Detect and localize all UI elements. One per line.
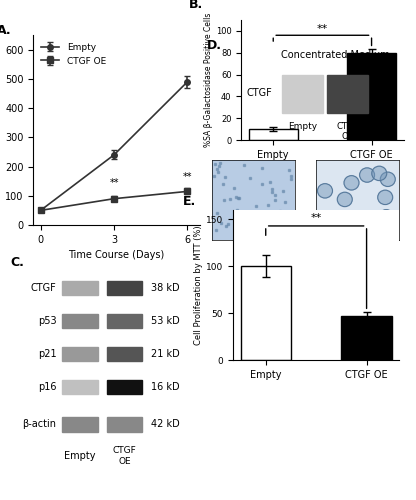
Text: p21: p21: [38, 349, 57, 359]
X-axis label: Time Course (Days): Time Course (Days): [68, 250, 165, 260]
Bar: [106, 314, 142, 328]
Text: D.: D.: [207, 39, 222, 52]
Text: B.: B.: [189, 0, 203, 12]
Text: 53 kD: 53 kD: [151, 316, 180, 326]
Text: C.: C.: [10, 256, 24, 268]
Circle shape: [317, 184, 332, 198]
Bar: [249, 129, 298, 140]
Bar: [106, 380, 142, 394]
Y-axis label: %SA β-Galactosidase Positive Cells: %SA β-Galactosidase Positive Cells: [204, 13, 213, 147]
Text: CTGF
OE: CTGF OE: [336, 122, 358, 142]
Text: E.: E.: [183, 195, 196, 208]
Bar: [62, 418, 98, 432]
Text: Empty: Empty: [288, 122, 317, 131]
Y-axis label: Cell Proliferation by MTT (%): Cell Proliferation by MTT (%): [194, 225, 203, 345]
Circle shape: [379, 210, 394, 224]
Circle shape: [380, 172, 395, 186]
Circle shape: [372, 166, 387, 180]
Text: Empty: Empty: [238, 248, 270, 258]
Text: **: **: [317, 24, 328, 34]
Text: CTGF OE: CTGF OE: [337, 248, 379, 258]
Circle shape: [378, 190, 393, 204]
Bar: [62, 314, 98, 328]
Text: Empty: Empty: [64, 451, 96, 461]
Bar: [282, 75, 323, 113]
Bar: [62, 380, 98, 394]
Legend: Empty, CTGF OE: Empty, CTGF OE: [38, 40, 109, 69]
Bar: [62, 281, 98, 295]
Circle shape: [337, 192, 352, 206]
Text: p16: p16: [38, 382, 57, 392]
Text: 42 kD: 42 kD: [151, 420, 180, 430]
Circle shape: [336, 216, 351, 230]
Text: A.: A.: [0, 24, 11, 36]
Text: p53: p53: [38, 316, 57, 326]
Text: 21 kD: 21 kD: [151, 349, 180, 359]
Text: CTGF
OE: CTGF OE: [113, 446, 136, 466]
Text: **: **: [109, 178, 119, 188]
Circle shape: [359, 168, 374, 182]
Text: **: **: [310, 213, 322, 223]
Bar: [106, 418, 142, 432]
Text: 38 kD: 38 kD: [151, 283, 180, 293]
Bar: [327, 75, 368, 113]
Text: CTGF: CTGF: [246, 88, 272, 98]
Bar: [106, 347, 142, 361]
Bar: [62, 347, 98, 361]
Bar: [106, 281, 142, 295]
Circle shape: [331, 221, 346, 236]
Circle shape: [337, 219, 352, 234]
Text: 16 kD: 16 kD: [151, 382, 180, 392]
Text: CTGF: CTGF: [31, 283, 57, 293]
Text: Concentrated Medium: Concentrated Medium: [281, 50, 390, 60]
Text: β-actin: β-actin: [22, 420, 57, 430]
Text: **: **: [183, 172, 192, 181]
Bar: [347, 52, 396, 140]
Bar: [240, 266, 291, 360]
Bar: [342, 316, 392, 360]
Circle shape: [344, 176, 359, 190]
Circle shape: [371, 214, 386, 228]
